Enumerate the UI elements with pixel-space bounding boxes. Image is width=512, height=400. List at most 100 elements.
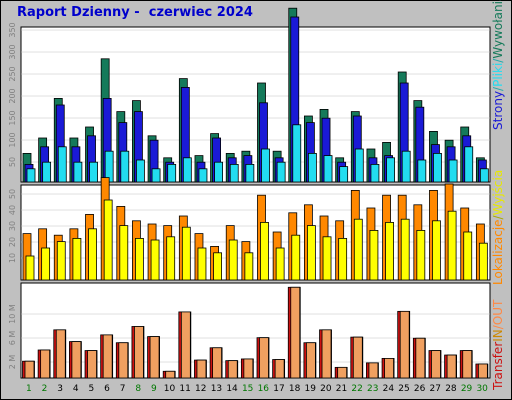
bar-transfer-in-out <box>446 354 457 379</box>
bar-pliki <box>57 146 67 183</box>
y-tick-label: 20 <box>8 237 17 247</box>
day-label: 4 <box>73 384 79 394</box>
day-label: 14 <box>226 384 238 394</box>
legend-entry: IN <box>491 329 505 342</box>
bar-wyjscia <box>88 228 97 281</box>
legend-entry: / <box>491 58 505 63</box>
bar-transfer-in-out <box>274 359 285 379</box>
bar-wyjscia <box>338 237 348 281</box>
bar-pliki <box>370 163 380 183</box>
bar-transfer-in-out <box>87 350 97 379</box>
bar-wyjscia <box>41 247 51 281</box>
bar-wyjscia <box>166 236 176 281</box>
bar-pliki <box>245 163 255 183</box>
bar-pliki <box>120 150 130 183</box>
bar-transfer-in-out <box>165 370 176 379</box>
bar-wyjscia <box>181 226 191 281</box>
bar-pliki <box>229 163 239 183</box>
day-label: 1 <box>26 384 32 394</box>
bar-pliki <box>323 155 333 183</box>
bar-pliki <box>276 161 286 183</box>
bar-pliki <box>182 157 192 183</box>
bar-transfer-in-out <box>102 334 113 379</box>
y-tick-label: 10 M <box>8 304 17 324</box>
bar-pliki <box>354 148 364 183</box>
y-tick-label: 50 <box>8 157 17 167</box>
bar-pliki <box>433 152 442 183</box>
bar-transfer-in-out <box>180 311 191 379</box>
bar-pliki <box>401 150 411 183</box>
bar-transfer-in-out <box>40 349 51 379</box>
bar-wyjscia <box>432 220 441 281</box>
bar-pliki <box>198 168 208 183</box>
day-label: 26 <box>414 384 426 394</box>
bar-transfer-in-out <box>134 326 144 379</box>
bar-pliki <box>386 157 395 183</box>
bar-wyjscia <box>478 242 488 281</box>
day-label: 27 <box>430 384 441 394</box>
bar-wyjscia <box>322 236 332 281</box>
bar-transfer-in-out <box>399 310 410 379</box>
bar-wyjscia <box>463 231 473 281</box>
side-legend-label: TransferIN/OUT <box>491 299 505 391</box>
day-label: 5 <box>88 384 94 394</box>
bar-wyjscia <box>135 237 144 281</box>
bar-transfer-in-out <box>415 337 426 379</box>
side-legend-label: Lokalizacje/Wyjścia <box>491 170 505 285</box>
panel-background <box>20 26 491 183</box>
y-tick-label: 2 M <box>8 355 17 370</box>
bar-transfer-in-out <box>118 342 129 379</box>
bar-transfer-in-out <box>55 329 66 379</box>
bar-transfer-in-out <box>352 336 363 379</box>
bar-transfer-in-out <box>431 350 441 379</box>
bar-transfer-in-out <box>71 341 82 379</box>
legend-entry: / <box>491 214 505 219</box>
legend-entry: /OUT <box>491 299 505 329</box>
day-label: 18 <box>289 384 301 394</box>
bar-pliki <box>89 161 98 183</box>
bar-pliki <box>479 168 489 183</box>
bar-transfer-in-out <box>305 342 316 379</box>
day-label: 15 <box>242 384 253 394</box>
bar-transfer-in-out <box>196 359 207 379</box>
day-label: 2 <box>42 384 48 394</box>
bar-wyjscia <box>103 199 113 281</box>
bar-wyjscia <box>150 239 160 281</box>
y-tick-label: 250 <box>8 66 17 81</box>
bar-transfer-in-out <box>477 363 488 379</box>
bar-transfer-in-out <box>321 329 332 379</box>
day-label: 25 <box>398 384 409 394</box>
y-tick-label: 50 <box>8 189 17 199</box>
day-label: 24 <box>383 384 395 394</box>
bar-wyjscia <box>353 218 363 281</box>
day-label: 6 <box>104 384 110 394</box>
legend-entry: Strony <box>491 91 505 130</box>
bar-pliki <box>167 163 177 183</box>
bar-transfer-in-out <box>384 357 394 379</box>
bar-wyjscia <box>244 252 254 281</box>
bar-pliki <box>136 159 145 183</box>
day-label: 21 <box>336 384 347 394</box>
y-tick-label: 200 <box>8 88 17 103</box>
report-title: Raport Dzienny - czerwiec 2024 <box>17 5 253 20</box>
bar-wyjscia <box>416 229 426 281</box>
bar-transfer-in-out <box>290 286 301 379</box>
day-label: 30 <box>476 384 488 394</box>
legend-entry: Transfer <box>491 342 505 391</box>
legend-entry: Lokalizacje <box>491 219 505 285</box>
day-label: 8 <box>135 384 141 394</box>
bar-wyjscia <box>119 225 129 281</box>
bar-wyjscia <box>447 210 457 281</box>
day-label: 3 <box>57 384 63 394</box>
day-label: 7 <box>120 384 126 394</box>
day-label: 11 <box>179 384 190 394</box>
day-label: 17 <box>273 384 284 394</box>
day-label: 23 <box>367 384 378 394</box>
day-label: 28 <box>445 384 457 394</box>
panel-background <box>20 184 491 281</box>
bar-transfer-in-out <box>24 360 35 379</box>
day-label: 9 <box>151 384 157 394</box>
bar-wyjscia <box>369 229 379 281</box>
bar-wyjscia <box>260 221 269 281</box>
